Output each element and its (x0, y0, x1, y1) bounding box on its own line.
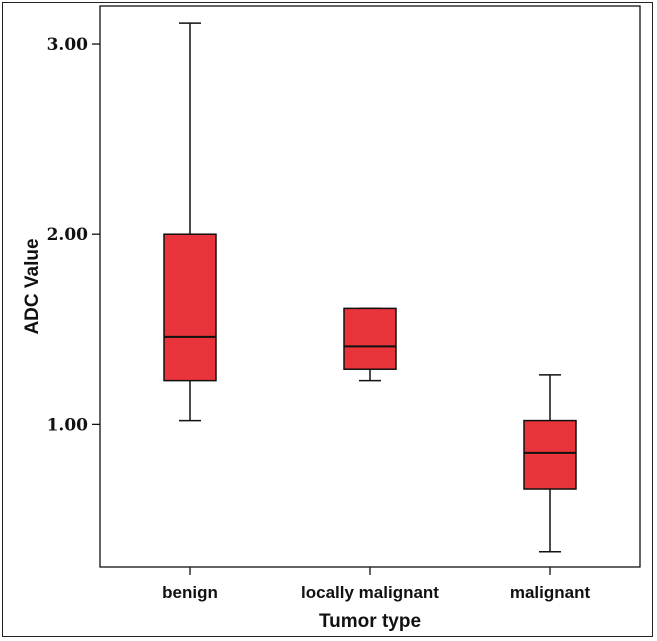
iqr-box (523, 419, 577, 490)
y-tick-label: 1.00 (47, 415, 89, 435)
box-benign (163, 22, 217, 422)
box-malignant (523, 374, 577, 553)
boxes (163, 22, 577, 553)
box-locally-malignant (343, 307, 397, 382)
y-axis-title: ADC Value (22, 238, 43, 334)
x-axis-title: Tumor type (319, 611, 421, 632)
x-tick-label: malignant (510, 583, 591, 602)
x-axis: benign locally malignant malignant (162, 567, 590, 602)
x-tick-label: locally malignant (301, 583, 439, 602)
y-axis: 1.00 2.00 3.00 (47, 35, 100, 435)
y-tick-label: 3.00 (47, 35, 89, 55)
iqr-box (163, 233, 217, 382)
iqr-box (343, 307, 397, 370)
y-tick-label: 2.00 (47, 225, 89, 245)
x-tick-label: benign (162, 583, 218, 602)
